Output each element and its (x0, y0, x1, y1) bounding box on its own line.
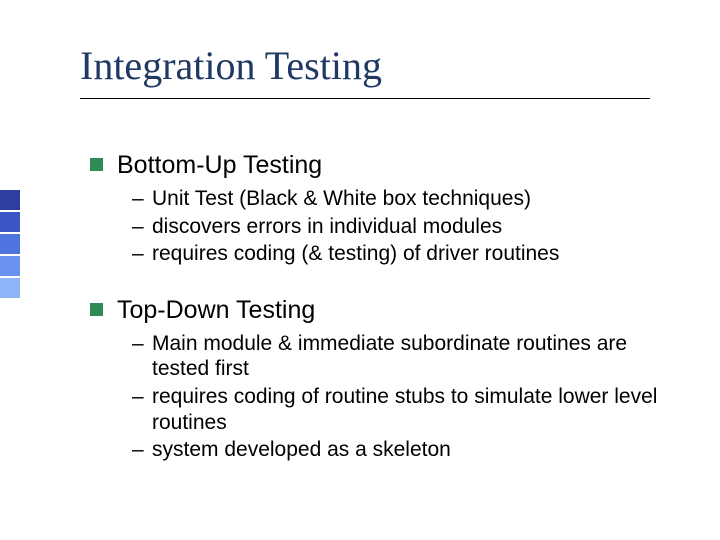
bullet-level2: – requires coding (& testing) of driver … (132, 241, 660, 267)
side-decoration (0, 190, 20, 300)
slide-title: Integration Testing (80, 42, 382, 89)
deco-square (0, 278, 20, 298)
dash-bullet-icon: – (132, 384, 150, 410)
bullet-level1-text: Bottom-Up Testing (117, 150, 322, 180)
bullet-level2-text: requires coding of routine stubs to simu… (152, 384, 660, 435)
bullet-level2: – Unit Test (Black & White box technique… (132, 186, 660, 212)
deco-square (0, 256, 20, 276)
dash-bullet-icon: – (132, 241, 150, 267)
bullet-level2-text: Unit Test (Black & White box techniques) (152, 186, 660, 212)
dash-bullet-icon: – (132, 214, 150, 240)
sub-bullet-group: – Unit Test (Black & White box technique… (132, 186, 660, 267)
bullet-level1-text: Top-Down Testing (117, 295, 315, 325)
square-bullet-icon (90, 158, 103, 171)
sub-bullet-group: – Main module & immediate subordinate ro… (132, 331, 660, 463)
bullet-level2: – requires coding of routine stubs to si… (132, 384, 660, 435)
deco-square (0, 234, 20, 254)
title-underline (80, 98, 650, 99)
bullet-level2: – Main module & immediate subordinate ro… (132, 331, 660, 382)
dash-bullet-icon: – (132, 331, 150, 357)
slide: Integration Testing Bottom-Up Testing – … (0, 0, 720, 540)
deco-square (0, 190, 20, 210)
bullet-level2: – discovers errors in individual modules (132, 214, 660, 240)
dash-bullet-icon: – (132, 186, 150, 212)
bullet-level2-text: discovers errors in individual modules (152, 214, 660, 240)
bullet-level2-text: Main module & immediate subordinate rout… (152, 331, 660, 382)
deco-square (0, 212, 20, 232)
bullet-level2: – system developed as a skeleton (132, 437, 660, 463)
bullet-level1: Bottom-Up Testing (90, 150, 660, 180)
square-bullet-icon (90, 303, 103, 316)
slide-content: Bottom-Up Testing – Unit Test (Black & W… (90, 150, 660, 465)
bullet-level2-text: requires coding (& testing) of driver ro… (152, 241, 660, 267)
dash-bullet-icon: – (132, 437, 150, 463)
bullet-level2-text: system developed as a skeleton (152, 437, 660, 463)
bullet-level1: Top-Down Testing (90, 295, 660, 325)
